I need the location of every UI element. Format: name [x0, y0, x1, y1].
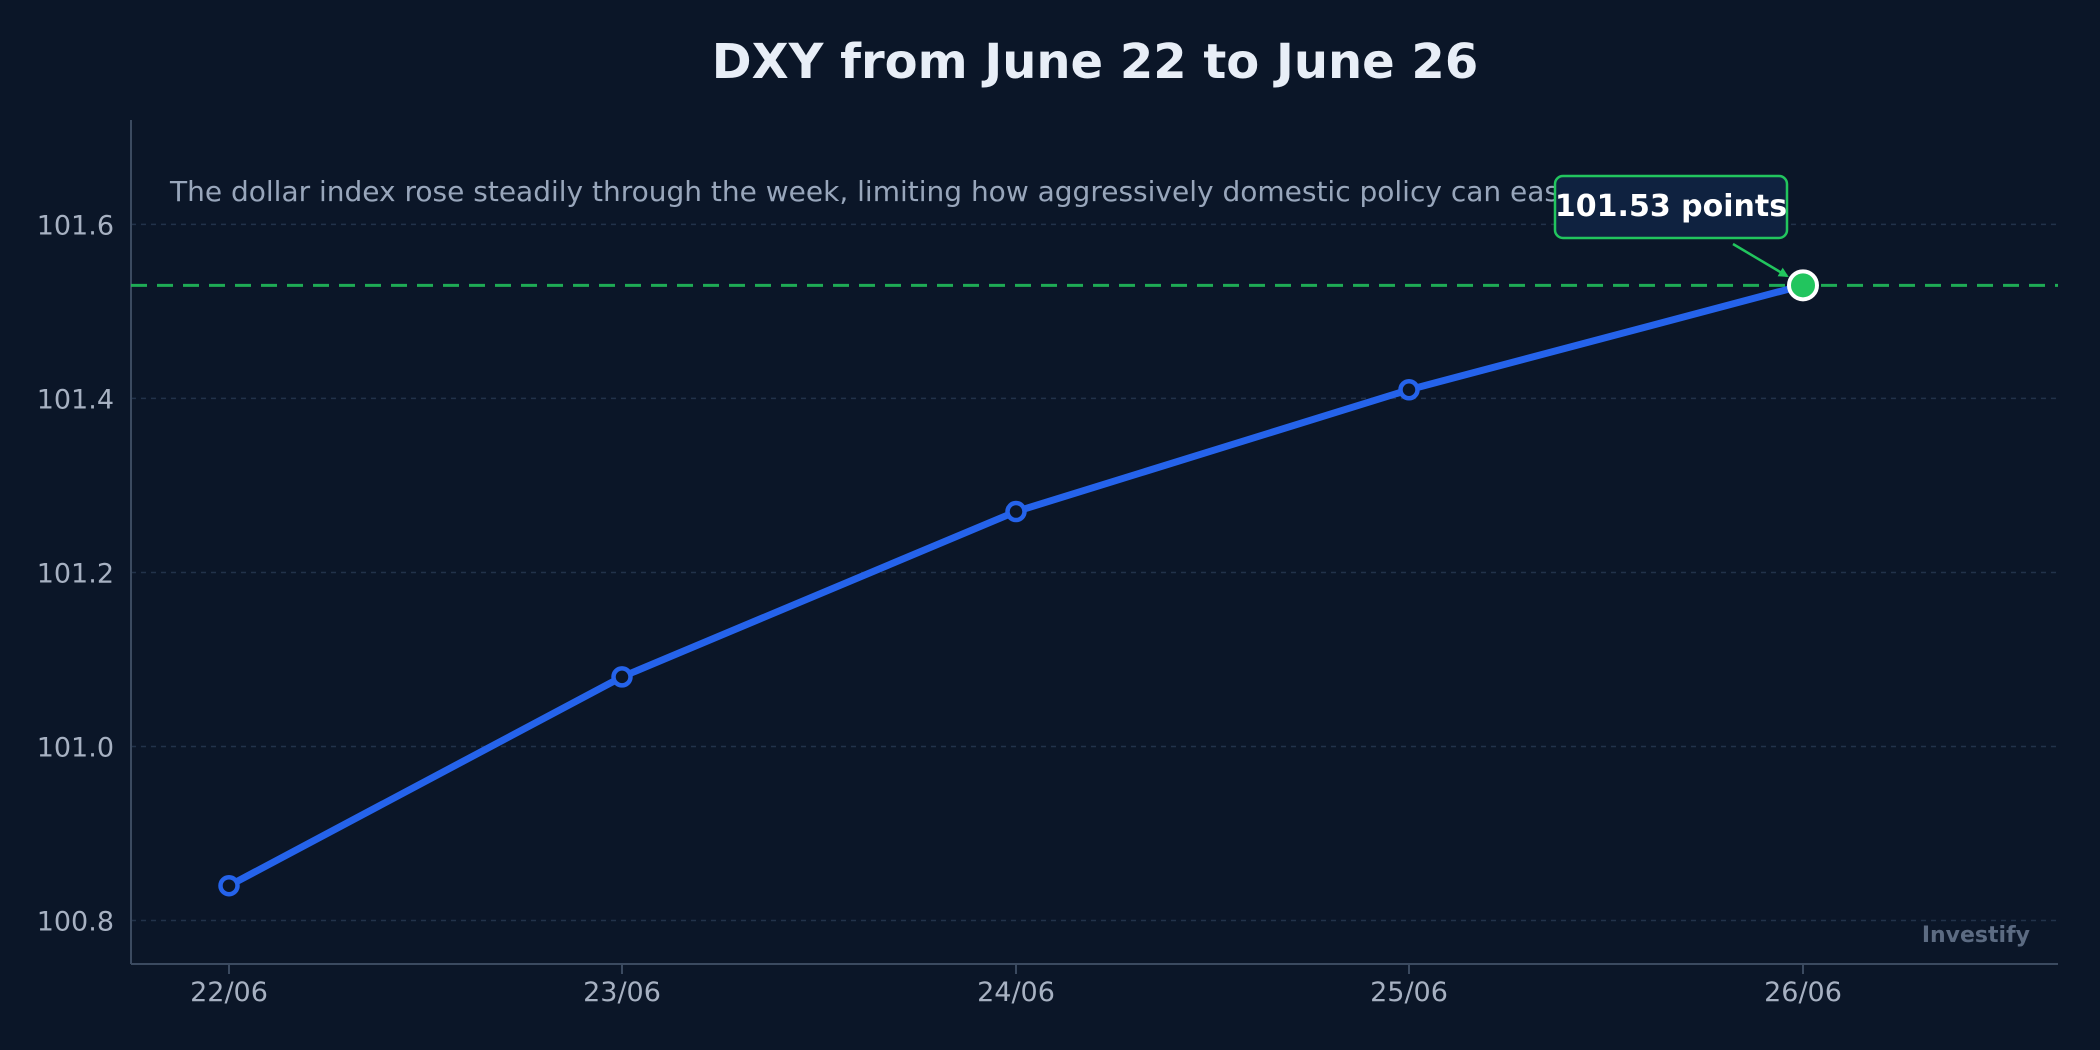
watermark: Investify	[1922, 923, 2030, 948]
y-tick-label: 101.6	[37, 210, 114, 241]
y-axis-ticks: 100.8 101.0 101.2 101.4 101.6	[37, 210, 114, 937]
x-tick-label: 24/06	[977, 977, 1055, 1008]
series-line	[225, 281, 1807, 890]
data-point[interactable]	[1398, 378, 1420, 401]
data-point[interactable]	[1005, 500, 1027, 523]
callout-layer: 101.53 points	[1553, 174, 1819, 302]
x-tick-label: 25/06	[1370, 977, 1448, 1008]
data-point[interactable]	[611, 666, 633, 688]
x-axis-ticks: 22/06 23/06 24/06 25/06 26/06	[190, 964, 1842, 1008]
x-tick-label: 26/06	[1764, 977, 1842, 1008]
y-tick-label: 101.4	[37, 384, 114, 415]
data-point[interactable]	[218, 874, 240, 897]
callout-label: 101.53 points	[1555, 189, 1787, 224]
callout-box	[1553, 174, 1789, 240]
axes	[130, 120, 2058, 965]
chart-subtitle: The dollar index rose steadily through t…	[169, 175, 1585, 208]
y-tick-label: 101.2	[37, 558, 114, 589]
x-tick-label: 23/06	[583, 977, 661, 1008]
chart-title: DXY from June 22 to June 26	[712, 34, 1478, 90]
y-tick-label: 100.8	[37, 906, 114, 937]
series-layer	[218, 281, 1807, 897]
highlight-point[interactable]	[1787, 269, 1819, 302]
x-tick-label: 22/06	[190, 977, 268, 1008]
y-tick-label: 101.0	[37, 732, 114, 763]
grid-lines	[131, 223, 2058, 922]
callout-arrow	[1732, 242, 1789, 278]
